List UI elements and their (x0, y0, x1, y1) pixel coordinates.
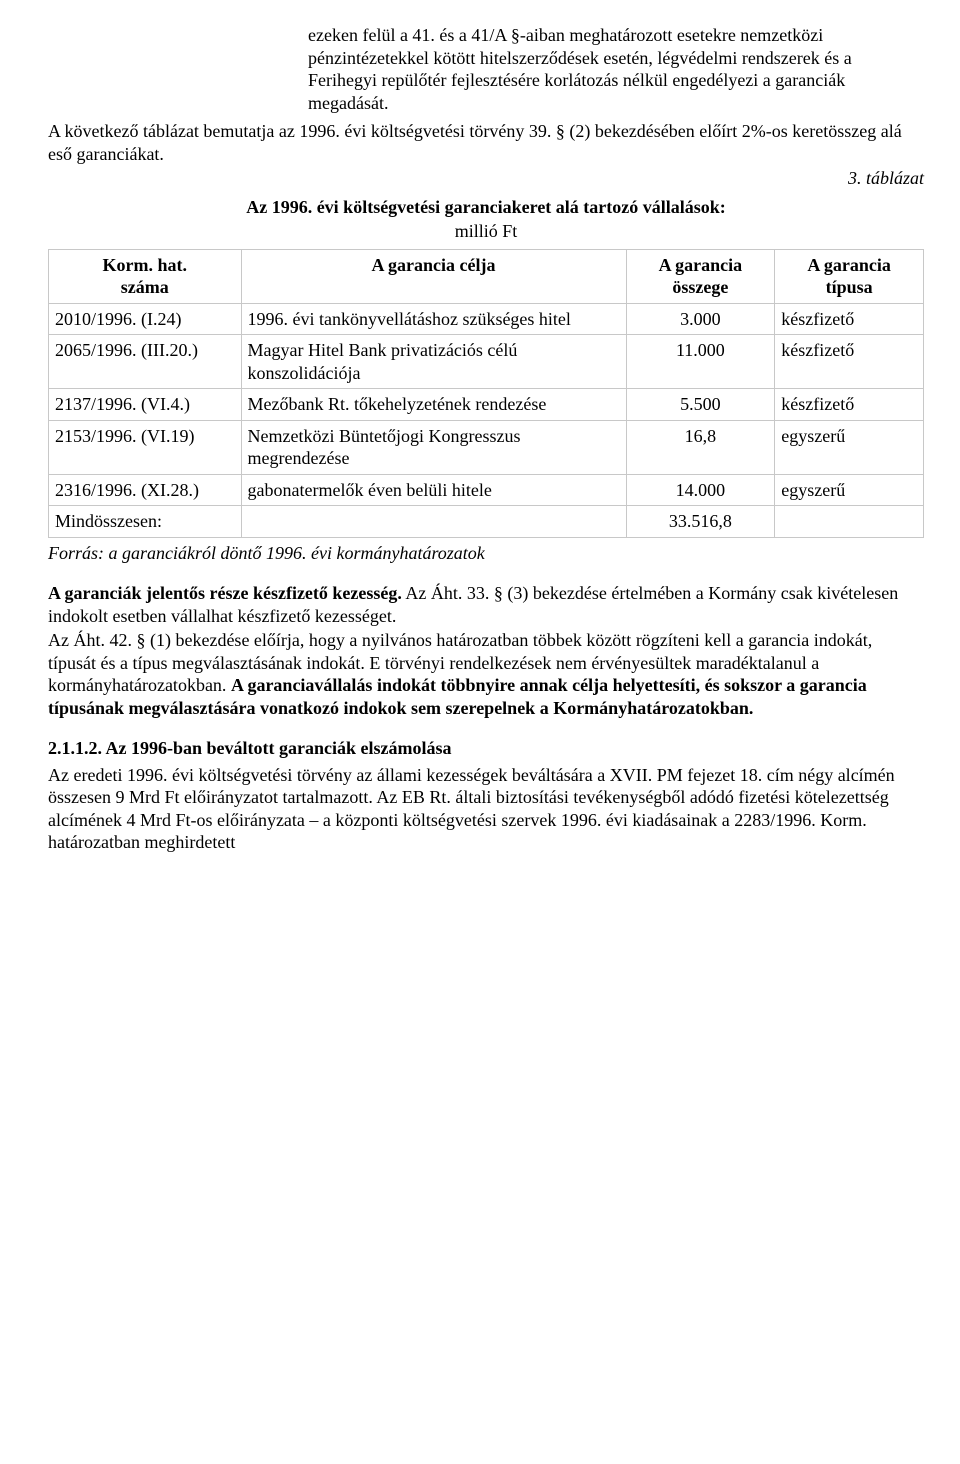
cell: 2010/1996. (I.24) (49, 303, 242, 335)
cell: gabonatermelők éven belüli hitele (241, 474, 626, 506)
table-total-row: Mindösszesen: 33.516,8 (49, 506, 924, 538)
cell: készfizető (775, 335, 924, 389)
table-row: 2153/1996. (VI.19) Nemzetközi Büntetőjog… (49, 420, 924, 474)
cell-empty (775, 506, 924, 538)
cell: 11.000 (626, 335, 775, 389)
col-header-2: A garancia célja (241, 249, 626, 303)
cell: Nemzetközi Büntetőjogi Kongresszus megre… (241, 420, 626, 474)
body-paragraph-5: Az eredeti 1996. évi költségvetési törvé… (48, 764, 924, 854)
cell: Magyar Hitel Bank privatizációs célú kon… (241, 335, 626, 389)
table-title: Az 1996. évi költségvetési garanciakeret… (48, 196, 924, 219)
body-paragraph-3: A garanciák jelentős része készfizető ke… (48, 582, 924, 627)
table-row: 2316/1996. (XI.28.) gabonatermelők éven … (49, 474, 924, 506)
cell: egyszerű (775, 474, 924, 506)
cell: Mezőbank Rt. tőkehelyzetének rendezése (241, 389, 626, 421)
bold-span: A garanciák jelentős része készfizető ke… (48, 583, 402, 603)
cell: 5.500 (626, 389, 775, 421)
table-unit: millió Ft (48, 220, 924, 243)
cell-empty (241, 506, 626, 538)
cell: készfizető (775, 389, 924, 421)
col-header-4: A garanciatípusa (775, 249, 924, 303)
total-value: 33.516,8 (626, 506, 775, 538)
guarantee-table: Korm. hat.száma A garancia célja A garan… (48, 249, 924, 538)
cell: egyszerű (775, 420, 924, 474)
table-source: Forrás: a garanciákról döntő 1996. évi k… (48, 542, 924, 565)
table-row: 2065/1996. (III.20.) Magyar Hitel Bank p… (49, 335, 924, 389)
cell: 1996. évi tankönyvellátáshoz szükséges h… (241, 303, 626, 335)
table-row: 2137/1996. (VI.4.) Mezőbank Rt. tőkehely… (49, 389, 924, 421)
total-label: Mindösszesen: (49, 506, 242, 538)
intro-paragraph-1: ezeken felül a 41. és a 41/A §-aiban meg… (308, 24, 924, 114)
section-heading: 2.1.1.2. Az 1996-ban beváltott garanciák… (48, 737, 924, 760)
cell: 2316/1996. (XI.28.) (49, 474, 242, 506)
body-paragraph-4: Az Áht. 42. § (1) bekezdése előírja, hog… (48, 629, 924, 719)
table-number-label: 3. táblázat (48, 167, 924, 190)
cell: 14.000 (626, 474, 775, 506)
cell: 2137/1996. (VI.4.) (49, 389, 242, 421)
cell: 3.000 (626, 303, 775, 335)
col-header-1: Korm. hat.száma (49, 249, 242, 303)
cell: 2065/1996. (III.20.) (49, 335, 242, 389)
table-row: 2010/1996. (I.24) 1996. évi tankönyvellá… (49, 303, 924, 335)
table-header-row: Korm. hat.száma A garancia célja A garan… (49, 249, 924, 303)
col-header-3: A garanciaösszege (626, 249, 775, 303)
cell: 16,8 (626, 420, 775, 474)
cell: 2153/1996. (VI.19) (49, 420, 242, 474)
intro-paragraph-2: A következő táblázat bemutatja az 1996. … (48, 120, 924, 165)
cell: készfizető (775, 303, 924, 335)
